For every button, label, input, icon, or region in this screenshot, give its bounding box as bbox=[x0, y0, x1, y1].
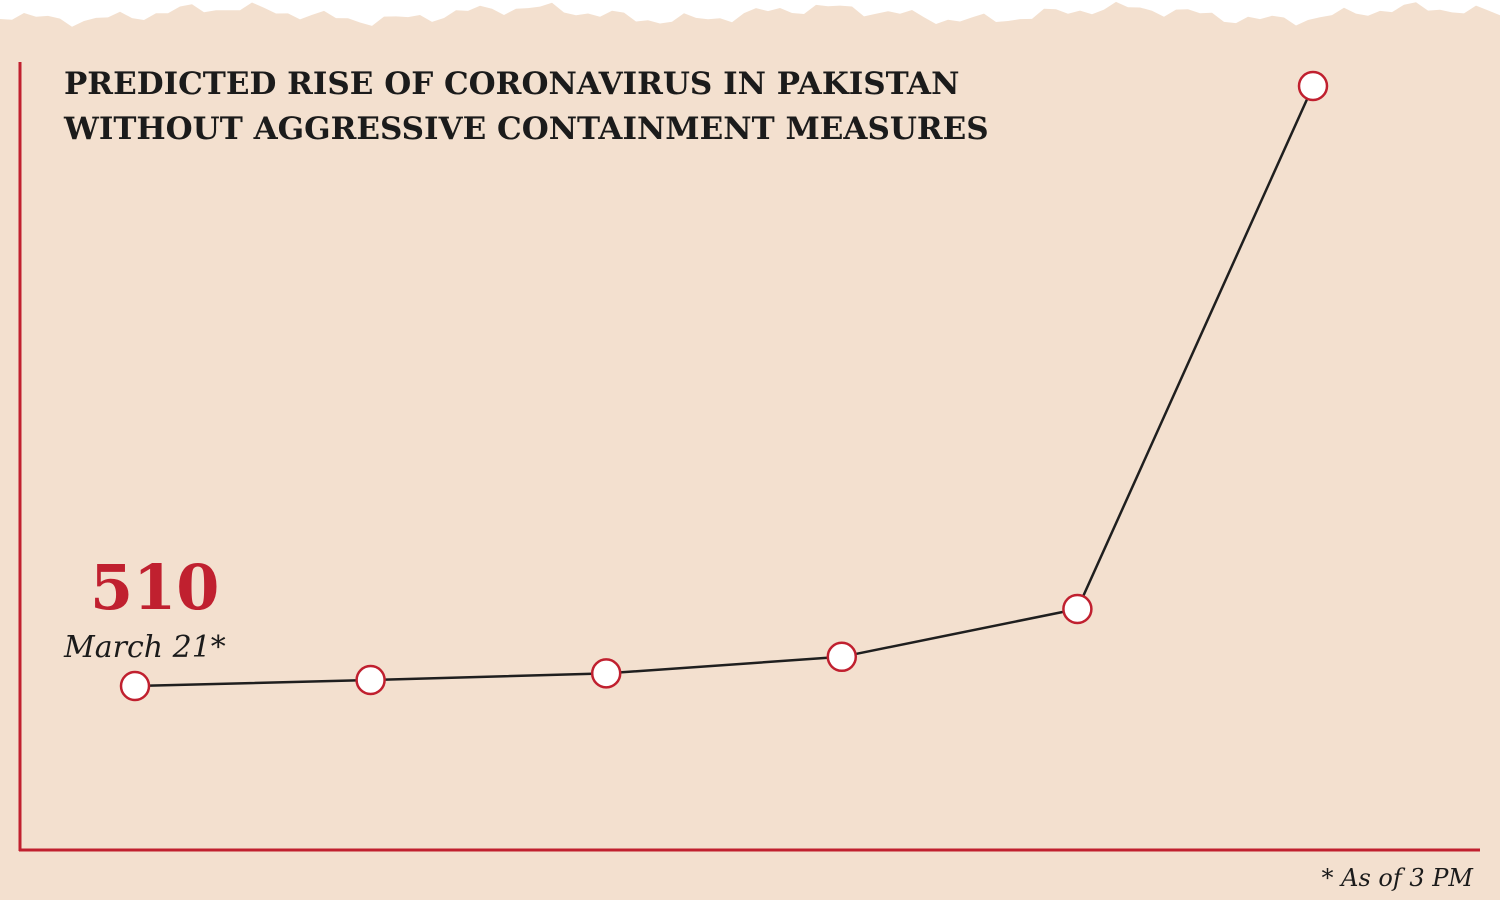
chart-title-line-2: WITHOUT AGGRESSIVE CONTAINMENT MEASURES bbox=[63, 111, 989, 147]
data-point-4 bbox=[826, 641, 858, 673]
data-point-1 bbox=[119, 670, 151, 702]
data-point-3 bbox=[590, 658, 622, 689]
data-points bbox=[119, 70, 1329, 702]
footnote: * As of 3 PM bbox=[1322, 864, 1475, 892]
first-point-value-label: 510 bbox=[90, 551, 219, 624]
data-point-6 bbox=[1297, 70, 1329, 102]
chart-title-line-1: PREDICTED RISE OF CORONAVIRUS IN PAKISTA… bbox=[64, 66, 959, 102]
data-point-5 bbox=[1062, 593, 1093, 625]
first-point-date-label: March 21* bbox=[63, 630, 226, 665]
data-point-2 bbox=[355, 664, 386, 696]
series-line bbox=[134, 85, 1315, 688]
